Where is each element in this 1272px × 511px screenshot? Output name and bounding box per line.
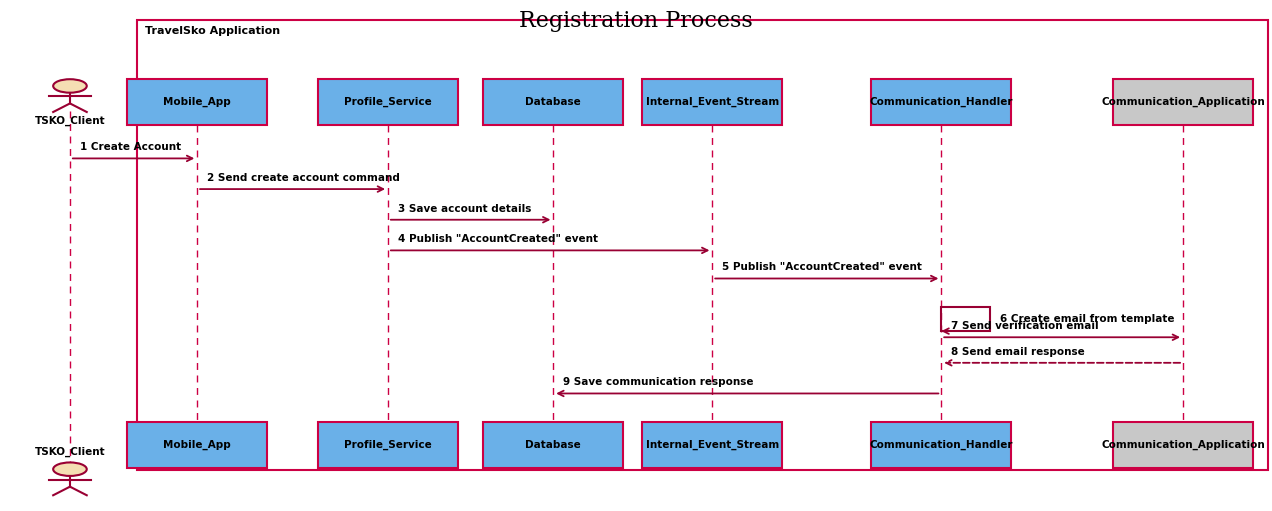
Text: 6 Create email from template: 6 Create email from template <box>1000 314 1174 324</box>
Text: Registration Process: Registration Process <box>519 10 753 32</box>
Text: 5 Publish "AccountCreated" event: 5 Publish "AccountCreated" event <box>722 262 922 272</box>
Bar <box>137 20 1268 470</box>
Circle shape <box>53 79 86 92</box>
Bar <box>127 422 267 468</box>
Bar <box>127 79 267 125</box>
Text: 3 Save account details: 3 Save account details <box>398 203 532 214</box>
Text: Communication_Application: Communication_Application <box>1102 97 1264 107</box>
Bar <box>642 79 782 125</box>
Bar <box>1113 79 1253 125</box>
Text: Internal_Event_Stream: Internal_Event_Stream <box>646 439 778 450</box>
Text: Internal_Event_Stream: Internal_Event_Stream <box>646 97 778 107</box>
Text: Mobile_App: Mobile_App <box>163 97 232 107</box>
Bar <box>871 79 1011 125</box>
Text: TSKO_Client: TSKO_Client <box>34 447 106 457</box>
Text: 2 Send create account command: 2 Send create account command <box>207 173 401 183</box>
Text: Profile_Service: Profile_Service <box>345 97 431 107</box>
Bar <box>941 307 990 331</box>
Text: Database: Database <box>525 97 581 107</box>
Text: TravelSko Application: TravelSko Application <box>145 26 280 36</box>
Text: 8 Send email response: 8 Send email response <box>951 346 1085 357</box>
Text: Communication_Handler: Communication_Handler <box>870 97 1013 107</box>
Bar <box>318 79 458 125</box>
Text: 7 Send verification email: 7 Send verification email <box>951 321 1099 331</box>
Text: Mobile_App: Mobile_App <box>163 439 232 450</box>
Circle shape <box>53 462 86 476</box>
Bar <box>483 79 623 125</box>
Bar <box>483 422 623 468</box>
Text: Database: Database <box>525 439 581 450</box>
Text: 9 Save communication response: 9 Save communication response <box>563 377 754 387</box>
Text: 4 Publish "AccountCreated" event: 4 Publish "AccountCreated" event <box>398 234 598 244</box>
Text: TSKO_Client: TSKO_Client <box>34 116 106 126</box>
Bar <box>871 422 1011 468</box>
Text: Communication_Application: Communication_Application <box>1102 439 1264 450</box>
Text: Communication_Handler: Communication_Handler <box>870 439 1013 450</box>
Bar <box>318 422 458 468</box>
Text: 1 Create Account: 1 Create Account <box>80 142 182 152</box>
Bar <box>642 422 782 468</box>
Text: Profile_Service: Profile_Service <box>345 439 431 450</box>
Bar <box>1113 422 1253 468</box>
